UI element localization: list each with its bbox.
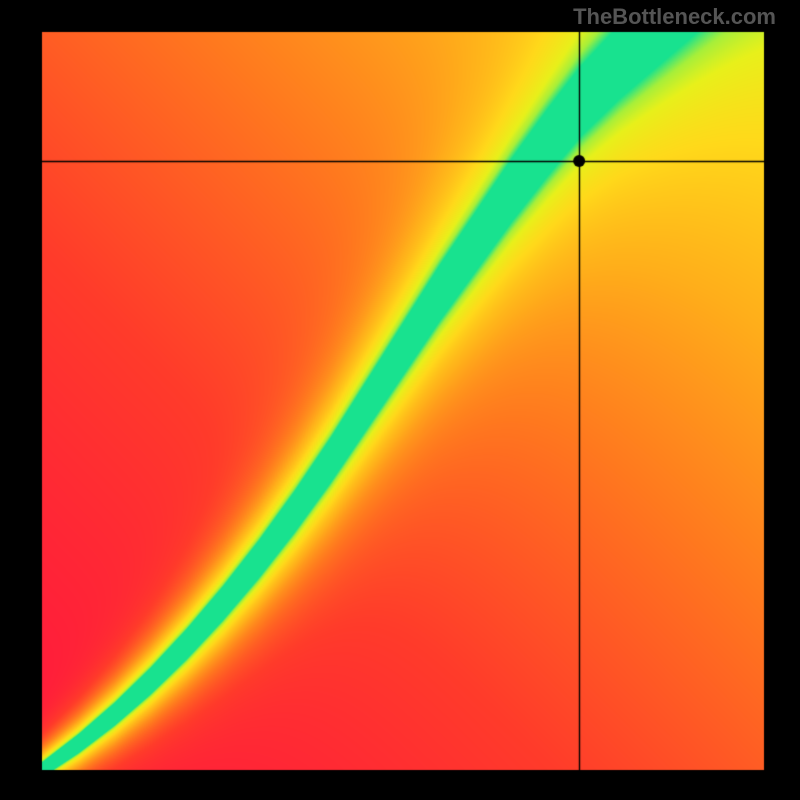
bottleneck-heatmap <box>0 0 800 800</box>
watermark-text: TheBottleneck.com <box>573 4 776 30</box>
